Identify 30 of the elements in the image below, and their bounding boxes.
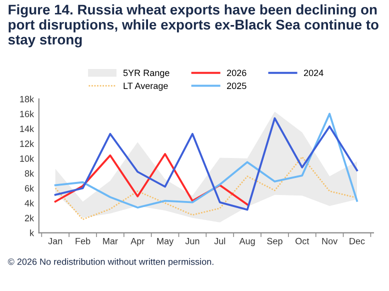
chart-title: Figure 14. Russia wheat exports have been declining on port disruptions, while exports ex-Black Sea continue to stay strong xyxy=(8,4,378,48)
legend-label: 5YR Range xyxy=(123,70,170,78)
line-series xyxy=(54,152,248,206)
y-tick-label: 12k xyxy=(20,140,34,147)
x-tick-label: Jan xyxy=(48,238,62,244)
x-tick-label: Jul xyxy=(214,238,226,244)
text: © 2026 No redistribution without written permission. xyxy=(8,258,214,267)
y-tick-label: 14k xyxy=(20,125,34,132)
x-tick-label: Nov xyxy=(322,238,338,244)
y-tick-label: 4k xyxy=(24,200,34,206)
legend-label: 2024 xyxy=(304,70,324,76)
legend-label: 2025 xyxy=(227,82,246,90)
y-tick-label: 16k xyxy=(20,110,34,118)
y-tick-label: 8k xyxy=(24,170,34,177)
y-tick-label: 6k xyxy=(24,184,34,192)
y-tick-label: 18k xyxy=(20,96,34,102)
x-tick-label: Dec xyxy=(350,238,365,244)
x-tick-label: May xyxy=(157,238,174,246)
x-tick-label: Sep xyxy=(267,238,282,246)
legend-label: 2026 xyxy=(227,70,246,76)
x-tick-label: Jun xyxy=(185,238,200,244)
y-tick-label: k xyxy=(30,230,34,236)
x-tick-label: Feb xyxy=(76,238,90,244)
y-tick-label: 10k xyxy=(20,155,34,162)
x-tick-label: Apr xyxy=(130,238,144,246)
legend-label: LT Average xyxy=(124,82,168,91)
x-tick-label: Aug xyxy=(239,238,255,246)
y-tick-label: 2k xyxy=(24,214,34,222)
x-tick-label: Mar xyxy=(103,238,118,244)
x-tick-label: Oct xyxy=(296,238,310,244)
